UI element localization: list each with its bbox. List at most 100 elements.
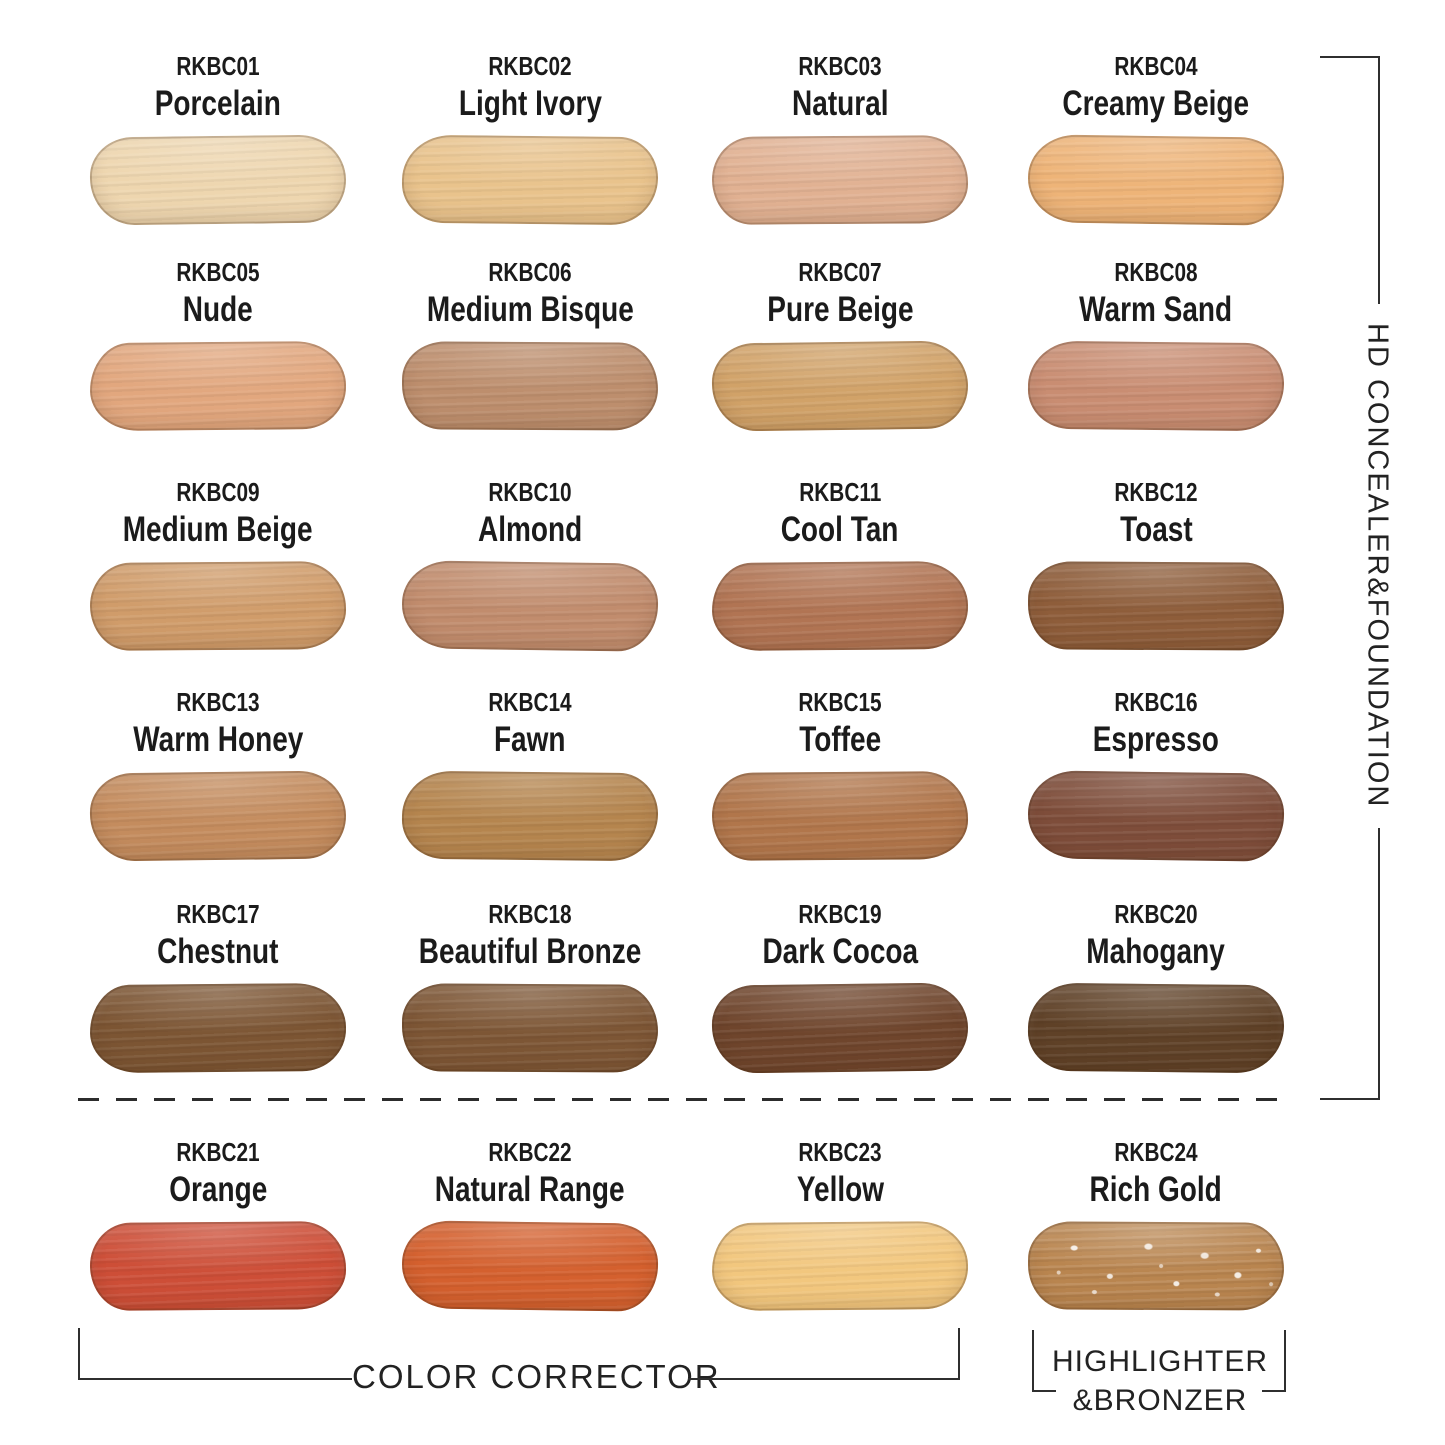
- shade-code: RKBC04: [1114, 51, 1198, 81]
- shade-code: RKBC20: [1114, 899, 1198, 929]
- shade-cell: RKBC01 Porcelain: [68, 51, 368, 252]
- hb-bracket-right-foot: [1262, 1390, 1286, 1392]
- cc-bracket-right-tick: [958, 1328, 960, 1380]
- shade-code: RKBC12: [1114, 477, 1198, 507]
- shade-name: Almond: [477, 509, 583, 549]
- shade-code: RKBC01: [176, 51, 260, 81]
- right-group-label: HD CONCEALER&FOUNDATION: [1361, 323, 1394, 809]
- hb-bracket-left-foot: [1032, 1390, 1056, 1392]
- shade-cell: RKBC12 Toast: [1006, 477, 1306, 678]
- shade-swatch: [1027, 770, 1285, 862]
- shade-code: RKBC22: [488, 1137, 572, 1167]
- shade-swatch: [89, 983, 347, 1074]
- shade-swatch: [1027, 340, 1285, 432]
- shade-swatch: [1027, 1221, 1285, 1311]
- shade-name: Natural: [791, 83, 889, 123]
- shade-cell: RKBC04 Creamy Beige: [1006, 51, 1306, 252]
- shade-code: RKBC16: [1114, 687, 1198, 717]
- shade-code: RKBC15: [798, 687, 882, 717]
- shade-name: Nude: [183, 289, 253, 329]
- shade-name: Warm Sand: [1079, 289, 1233, 329]
- shade-code: RKBC11: [798, 477, 882, 507]
- shade-cell: RKBC13 Warm Honey: [68, 687, 368, 888]
- shade-swatch: [711, 771, 969, 862]
- shade-swatch: [89, 561, 347, 652]
- shade-name: Dark Cocoa: [762, 931, 918, 971]
- shade-code: RKBC13: [176, 687, 260, 717]
- shade-cell: RKBC18 Beautiful Bronze: [380, 899, 680, 1100]
- hb-bracket-right-tick: [1284, 1330, 1286, 1392]
- shade-swatch: [89, 134, 347, 226]
- right-bracket-upper: [1378, 56, 1380, 304]
- shade-swatch: [711, 1221, 969, 1312]
- color-corrector-label: COLOR CORRECTOR: [352, 1358, 721, 1395]
- shade-cell: RKBC02 Light Ivory: [380, 51, 680, 252]
- shade-swatch: [711, 135, 969, 226]
- shade-code: RKBC03: [798, 51, 882, 81]
- shade-cell: RKBC21 Orange: [68, 1137, 368, 1338]
- shade-code: RKBC23: [798, 1137, 882, 1167]
- cc-bracket-left-line: [78, 1378, 352, 1380]
- highlighter-label-line2: &BRONZER: [1072, 1384, 1248, 1417]
- shade-cell: RKBC10 Almond: [380, 477, 680, 678]
- shade-code: RKBC14: [488, 687, 572, 717]
- shade-name: Toast: [1119, 509, 1193, 549]
- shade-cell: RKBC16 Espresso: [1006, 687, 1306, 888]
- shade-swatch: [711, 982, 969, 1074]
- shade-name: Chestnut: [157, 931, 279, 971]
- shade-swatch: [711, 561, 969, 652]
- shade-code: RKBC07: [798, 257, 882, 287]
- right-bracket-lower: [1378, 828, 1380, 1100]
- shade-name: Orange: [168, 1169, 268, 1209]
- shade-swatch: [89, 1221, 347, 1312]
- shade-swatch: [401, 134, 659, 226]
- shade-cell: RKBC17 Chestnut: [68, 899, 368, 1100]
- cc-bracket-right-line: [688, 1378, 960, 1380]
- shade-name: Natural Range: [435, 1169, 625, 1209]
- shade-name: Espresso: [1092, 719, 1220, 759]
- shade-cell: RKBC19 Dark Cocoa: [690, 899, 990, 1100]
- shade-name: Cool Tan: [781, 509, 899, 549]
- shade-cell: RKBC11 Cool Tan: [690, 477, 990, 678]
- shade-name: Fawn: [494, 719, 566, 759]
- shade-code: RKBC24: [1114, 1137, 1198, 1167]
- shade-name: Light Ivory: [458, 83, 602, 123]
- shade-name: Medium Beige: [123, 509, 313, 549]
- shade-name: Medium Bisque: [426, 289, 634, 329]
- shade-name: Beautiful Bronze: [418, 931, 642, 971]
- shade-code: RKBC08: [1114, 257, 1198, 287]
- shade-cell: RKBC07 Pure Beige: [690, 257, 990, 458]
- shade-cell: RKBC09 Medium Beige: [68, 477, 368, 678]
- hb-bracket-left-tick: [1032, 1330, 1034, 1392]
- shade-swatch: [401, 341, 659, 431]
- shade-code: RKBC09: [176, 477, 260, 507]
- shade-swatch: [401, 983, 659, 1073]
- shade-name: Toffee: [799, 719, 881, 759]
- shade-name: Mahogany: [1086, 931, 1226, 971]
- shade-name: Porcelain: [154, 83, 282, 123]
- right-bracket-top: [1320, 56, 1380, 58]
- shade-name: Creamy Beige: [1062, 83, 1250, 123]
- shade-code: RKBC06: [488, 257, 572, 287]
- dashed-divider: [78, 1098, 1283, 1101]
- shade-code: RKBC10: [488, 477, 572, 507]
- shade-swatch: [1027, 982, 1285, 1074]
- shade-name: Pure Beige: [766, 289, 914, 329]
- shade-cell: RKBC24 Rich Gold: [1006, 1137, 1306, 1338]
- shade-name: Warm Honey: [132, 719, 304, 759]
- cc-bracket-left-tick: [78, 1328, 80, 1380]
- shade-swatch: [401, 560, 659, 652]
- shade-code: RKBC05: [176, 257, 260, 287]
- shade-name: Yellow: [796, 1169, 884, 1209]
- shade-cell: RKBC06 Medium Bisque: [380, 257, 680, 458]
- shade-name: Rich Gold: [1089, 1169, 1223, 1209]
- shade-cell: RKBC22 Natural Range: [380, 1137, 680, 1338]
- shade-code: RKBC02: [488, 51, 572, 81]
- shade-cell: RKBC14 Fawn: [380, 687, 680, 888]
- shade-cell: RKBC03 Natural: [690, 51, 990, 252]
- shade-swatch: [89, 341, 347, 432]
- shade-cell: RKBC23 Yellow: [690, 1137, 990, 1338]
- shade-cell: RKBC20 Mahogany: [1006, 899, 1306, 1100]
- shade-code: RKBC21: [176, 1137, 260, 1167]
